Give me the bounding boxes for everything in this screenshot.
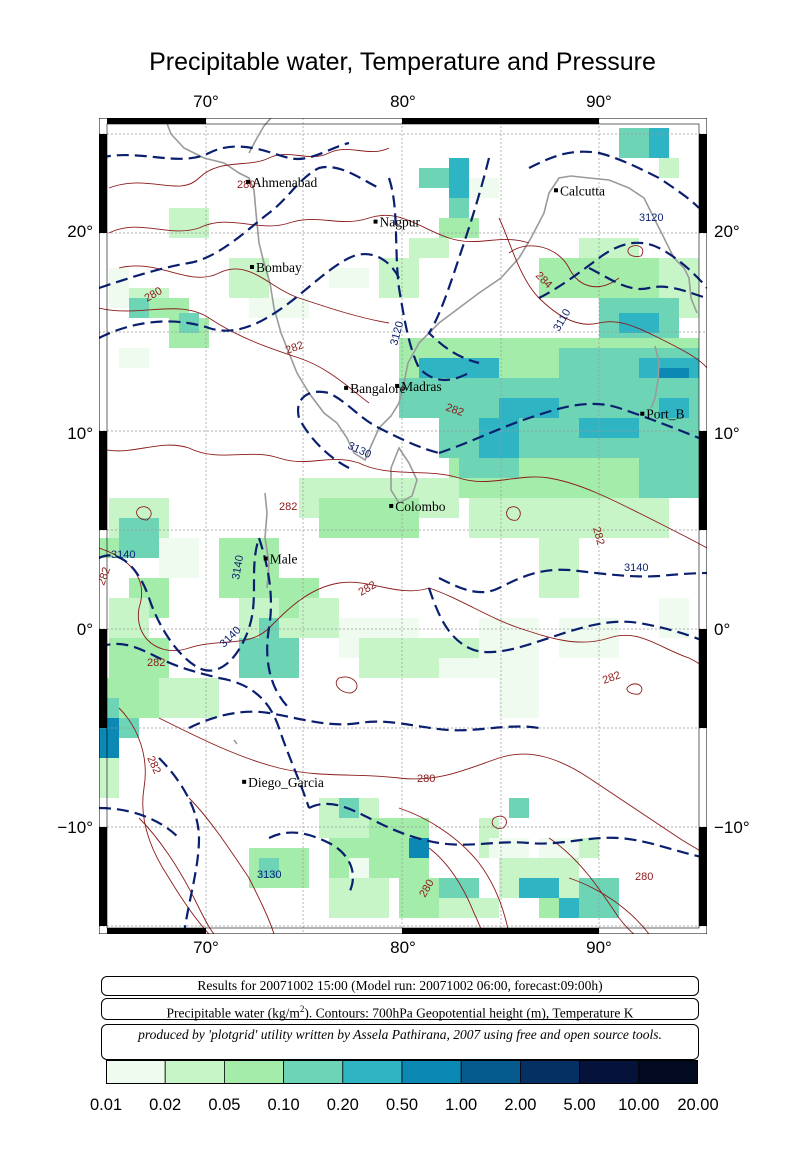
legend-description-text: Precipitable water (kg/m bbox=[166, 1005, 300, 1021]
lat-label-20-right: 20° bbox=[714, 222, 740, 241]
height-label: 3120 bbox=[639, 212, 663, 224]
lat-label-20-left: 20° bbox=[67, 222, 93, 241]
city-label: Bombay bbox=[256, 260, 302, 275]
colorbar-swatch bbox=[638, 1060, 698, 1084]
temperature-label: 282 bbox=[147, 657, 165, 669]
city-label: Nagpur bbox=[380, 215, 421, 230]
city-label: Male bbox=[270, 552, 298, 567]
temperature-label: 282 bbox=[284, 339, 305, 357]
height-label: 3140 bbox=[624, 562, 648, 574]
colorbar-swatch bbox=[460, 1060, 521, 1084]
legend-description: Precipitable water (kg/m2). Contours: 70… bbox=[101, 998, 699, 1021]
temperature-label: 282 bbox=[99, 566, 113, 587]
colorbar-tick-label: 0.02 bbox=[149, 1096, 182, 1114]
map-panel: 3120 3110 3120 3130 3140 3140 3140 3140 … bbox=[99, 118, 707, 934]
lon-label-70-top: 70° bbox=[193, 92, 219, 111]
height-label: 3130 bbox=[346, 440, 373, 461]
lat-label-m10-right: −10° bbox=[714, 818, 750, 837]
lon-label-90-top: 90° bbox=[586, 92, 612, 111]
height-contours bbox=[99, 141, 707, 934]
colorbar-swatch bbox=[401, 1060, 462, 1084]
lat-label-10-left: 10° bbox=[67, 424, 93, 443]
temperature-label: 280 bbox=[417, 773, 435, 785]
city-marker bbox=[640, 411, 645, 416]
legend-description-text-2: ). Contours: 700hPa Geopotential height … bbox=[304, 1005, 634, 1021]
height-label: 3140 bbox=[230, 554, 246, 580]
colorbar-swatch bbox=[224, 1060, 285, 1084]
colorbar-tick-label: 20.00 bbox=[677, 1096, 719, 1114]
colorbar-outline bbox=[106, 1060, 698, 1084]
colorbar-swatch bbox=[519, 1060, 580, 1084]
lon-label-80-top: 80° bbox=[390, 92, 416, 111]
results-info: Results for 20071002 15:00 (Model run: 2… bbox=[101, 976, 699, 996]
height-label: 3140 bbox=[111, 549, 135, 561]
temperature-label: 282 bbox=[590, 526, 606, 547]
colorbar-tick-label: 0.01 bbox=[89, 1096, 123, 1114]
city-label: Bangalore bbox=[350, 381, 405, 396]
city-marker bbox=[373, 219, 378, 224]
temperature-label: 280 bbox=[237, 179, 255, 191]
city-marker bbox=[263, 556, 268, 561]
credits: produced by 'plotgrid' utility written b… bbox=[101, 1024, 699, 1060]
city-marker bbox=[249, 264, 254, 269]
city-marker bbox=[242, 779, 247, 784]
chart-title: Precipitable water, Temperature and Pres… bbox=[149, 48, 656, 76]
city-marker bbox=[389, 503, 394, 508]
precipitable-water-field bbox=[99, 128, 699, 918]
city-marker bbox=[395, 383, 400, 388]
lat-label-10-right: 10° bbox=[714, 424, 740, 443]
colorbar-swatch bbox=[579, 1060, 640, 1084]
superscript: 2 bbox=[299, 1004, 305, 1014]
colorbar-tick-label: 5.00 bbox=[563, 1096, 596, 1114]
temperature-label: 282 bbox=[601, 669, 622, 687]
height-label: 3130 bbox=[257, 869, 281, 881]
lat-label-m10-left: −10° bbox=[57, 818, 93, 837]
colorbar-swatch bbox=[164, 1060, 225, 1084]
city-label: Madras bbox=[401, 379, 442, 394]
colorbar-swatch bbox=[283, 1060, 344, 1084]
city-marker bbox=[344, 385, 349, 390]
city-label: Ahmenabad bbox=[252, 175, 317, 190]
city-markers: Ahmenabad Calcutta Nagpur Bombay MadrasBanga… bbox=[242, 175, 685, 790]
colorbar-tick-label: 0.20 bbox=[326, 1096, 359, 1114]
temperature-label: 280 bbox=[635, 871, 653, 883]
colorbar-swatch bbox=[342, 1060, 403, 1084]
city-label: Port_B bbox=[646, 407, 684, 422]
city-label: Calcutta bbox=[560, 183, 605, 198]
colorbar-tick-label: 10.00 bbox=[618, 1096, 660, 1114]
map-frame bbox=[99, 118, 707, 934]
temperature-label: 282 bbox=[357, 579, 379, 599]
lon-label-80-bottom: 80° bbox=[390, 938, 416, 957]
colorbar-tick-label: 0.50 bbox=[385, 1096, 419, 1114]
colorbar-tick-label: 1.00 bbox=[445, 1096, 478, 1114]
lat-label-0-left: 0° bbox=[76, 620, 93, 639]
colorbar-swatch bbox=[106, 1060, 166, 1084]
lon-label-70-bottom: 70° bbox=[193, 938, 219, 957]
city-label: Colombo bbox=[395, 499, 446, 514]
lon-label-90-bottom: 90° bbox=[586, 938, 612, 957]
colorbar-tick-label: 2.00 bbox=[504, 1096, 537, 1114]
colorbar-tick-label: 0.05 bbox=[208, 1096, 241, 1114]
colorbar bbox=[106, 1060, 698, 1084]
city-marker bbox=[246, 179, 251, 184]
city-marker bbox=[553, 188, 558, 193]
graticule bbox=[99, 118, 707, 934]
colorbar-tick-label: 0.10 bbox=[267, 1096, 300, 1114]
lat-label-0-right: 0° bbox=[714, 620, 731, 639]
temperature-label: 282 bbox=[279, 501, 297, 513]
temperature-label: 282 bbox=[144, 754, 163, 776]
city-label: Diego_Garcia bbox=[248, 775, 324, 790]
temperature-label: 282 bbox=[444, 402, 465, 420]
